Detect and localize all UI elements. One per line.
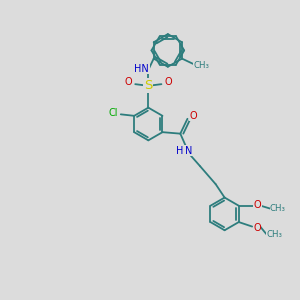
Text: N: N — [185, 146, 192, 156]
Text: O: O — [125, 77, 133, 87]
Text: O: O — [164, 77, 172, 87]
Text: CH₃: CH₃ — [193, 61, 209, 70]
Text: HN: HN — [134, 64, 149, 74]
Text: O: O — [254, 200, 262, 209]
Text: CH₃: CH₃ — [270, 204, 286, 213]
Text: O: O — [190, 111, 197, 121]
Text: S: S — [144, 79, 152, 92]
Text: Cl: Cl — [109, 108, 118, 118]
Text: O: O — [254, 223, 261, 233]
Text: H: H — [176, 146, 183, 156]
Text: CH₃: CH₃ — [266, 230, 282, 239]
